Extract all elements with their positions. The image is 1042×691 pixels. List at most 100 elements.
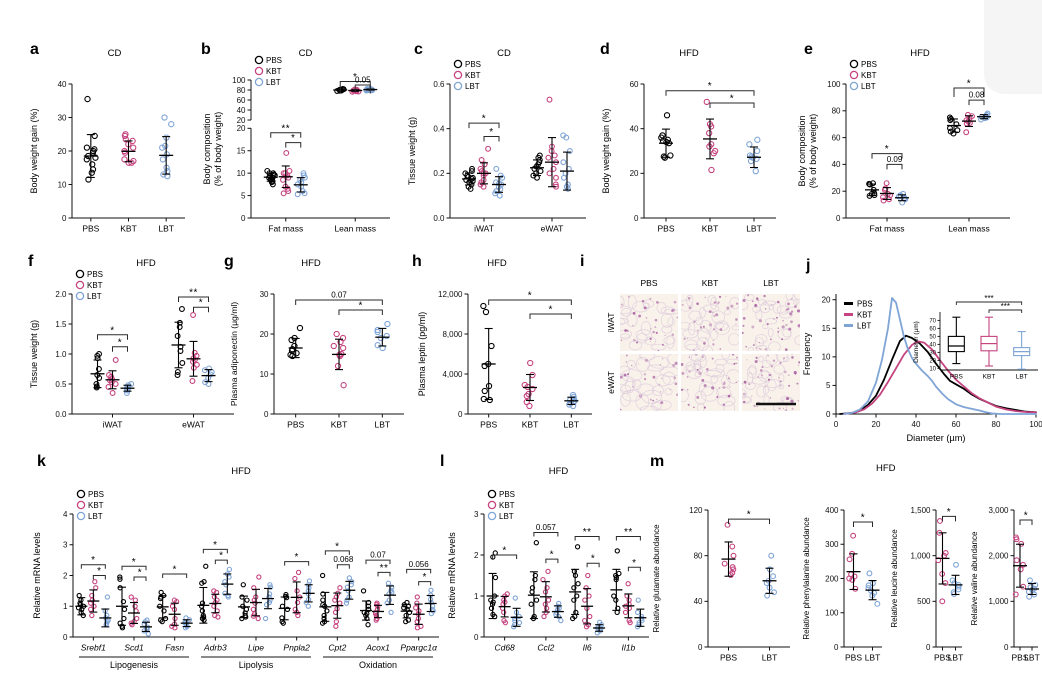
- svg-text:40: 40: [912, 420, 921, 429]
- svg-text:*: *: [138, 568, 142, 579]
- svg-text:*: *: [353, 72, 357, 83]
- svg-text:LBT: LBT: [948, 653, 964, 663]
- panel-f-chart: HFD Tissue weight (g) 0.0 0.5 1.0 1.5 2.0 iWAT e…: [29, 258, 234, 430]
- svg-text:PBS: PBS: [640, 278, 657, 288]
- svg-text:1,500: 1,500: [910, 506, 931, 515]
- svg-text:Fasn: Fasn: [165, 643, 184, 653]
- svg-text:Relative phenylalanine abundan: Relative phenylalanine abundance: [802, 517, 811, 640]
- svg-text:10: 10: [58, 180, 67, 189]
- svg-text:40: 40: [630, 124, 639, 133]
- svg-text:*: *: [502, 546, 506, 557]
- svg-text:0: 0: [826, 410, 831, 419]
- svg-text:LBT: LBT: [865, 653, 881, 663]
- panel-f: f HFD Tissue weight (g) 0.0 0.5 1.0 1.5 2.0 iWA…: [22, 248, 246, 448]
- panel-i-histology: PBS KBT LBT iWAT eWAT: [606, 278, 800, 411]
- panel-letter-j: j: [806, 257, 811, 274]
- svg-text:**: **: [583, 527, 592, 538]
- svg-text:Plasma leptin (pg/ml): Plasma leptin (pg/ml): [417, 312, 427, 397]
- svg-text:Relative glutamate abundance: Relative glutamate abundance: [652, 524, 661, 633]
- svg-text:**: **: [624, 527, 633, 538]
- svg-text:20: 20: [630, 169, 639, 178]
- svg-text:LBT: LBT: [1016, 374, 1028, 381]
- svg-text:LBT: LBT: [857, 322, 872, 331]
- svg-text:***: ***: [1001, 302, 1010, 311]
- svg-text:PBS: PBS: [287, 420, 304, 430]
- svg-text:1: 1: [474, 592, 479, 601]
- panel-m-glutamate-chart: Relative glutamate abundance 0 40 80 120 PBS L…: [652, 506, 790, 663]
- svg-text:0: 0: [926, 643, 931, 652]
- panel-letter-e: e: [804, 41, 813, 58]
- svg-text:HFD: HFD: [910, 48, 930, 59]
- svg-text:2: 2: [63, 571, 68, 580]
- svg-text:*: *: [91, 555, 95, 566]
- svg-text:PBS: PBS: [465, 60, 481, 69]
- panel-m-valine: Relative valine abundance 0 1,000 2,000 3,00…: [966, 452, 1042, 691]
- panel-m-leucine-chart: Relative leucine abundance 0 500 1,000 1,500…: [890, 506, 964, 663]
- svg-text:PBS: PBS: [845, 653, 862, 663]
- svg-text:8,000: 8,000: [442, 330, 463, 339]
- svg-text:PBS: PBS: [88, 490, 104, 499]
- svg-text:*: *: [861, 512, 865, 523]
- svg-text:Body weight gain (%): Body weight gain (%): [29, 108, 39, 193]
- svg-text:0.0: 0.0: [433, 214, 445, 223]
- svg-text:20: 20: [237, 116, 246, 125]
- svg-text:20: 20: [929, 358, 936, 364]
- svg-text:PBS: PBS: [657, 224, 674, 234]
- svg-text:*: *: [294, 552, 298, 563]
- panel-m-valine-chart: Relative valine abundance 0 1,000 2,000 3,00…: [970, 506, 1040, 663]
- svg-text:KBT: KBT: [499, 501, 515, 510]
- svg-text:0.2: 0.2: [433, 169, 445, 178]
- svg-text:80: 80: [237, 86, 246, 95]
- panel-b: b CD Body composition (% of body weight) 0 5…: [197, 16, 400, 244]
- svg-text:Cpt2: Cpt2: [328, 643, 346, 653]
- panel-c-chart: CD Tissue weight (g) 0.0 0.2 0.4 0.6 iWAT eWAT *…: [407, 48, 586, 234]
- svg-text:*: *: [172, 564, 176, 575]
- svg-text:60: 60: [929, 326, 936, 332]
- svg-text:Il1b: Il1b: [622, 643, 636, 653]
- svg-text:60: 60: [630, 80, 639, 89]
- svg-text:PBS: PBS: [1011, 653, 1028, 663]
- corner-decoration: [984, 0, 1042, 94]
- svg-text:10: 10: [929, 366, 936, 372]
- svg-text:0: 0: [474, 633, 479, 642]
- panel-e-chart: HFD Body composition (% of body weight) 0 20…: [797, 48, 1010, 234]
- svg-text:20: 20: [237, 124, 246, 133]
- svg-text:HFD: HFD: [231, 466, 251, 477]
- svg-text:*: *: [422, 572, 426, 583]
- svg-text:40: 40: [58, 80, 67, 89]
- panel-letter-l: l: [440, 453, 445, 470]
- svg-text:Tissue weight (g): Tissue weight (g): [29, 320, 39, 388]
- svg-text:Fat mass: Fat mass: [870, 224, 905, 234]
- svg-text:60: 60: [832, 133, 841, 142]
- svg-text:**: **: [380, 563, 389, 574]
- panel-letter-g: g: [224, 253, 234, 270]
- svg-text:0: 0: [458, 410, 463, 419]
- panel-e: e HFD Body composition (% of body weight) 0…: [792, 16, 1020, 244]
- svg-text:PBS: PBS: [82, 224, 99, 234]
- svg-text:5: 5: [241, 191, 246, 200]
- panel-b-chart: CD Body composition (% of body weight) 0 5 10…: [202, 48, 390, 234]
- svg-text:iWAT: iWAT: [103, 420, 123, 430]
- svg-text:0: 0: [698, 643, 703, 652]
- svg-text:Acox1: Acox1: [365, 643, 390, 653]
- svg-text:*: *: [632, 558, 636, 569]
- svg-text:*: *: [213, 540, 217, 551]
- svg-text:10: 10: [260, 370, 269, 379]
- svg-text:0.07: 0.07: [370, 551, 386, 560]
- panel-l-chart: HFD Relative mRNA levels 0 1 2 3 Cd68 Ccl2 Il6 Il…: [447, 466, 649, 653]
- panel-letter-d: d: [600, 41, 610, 58]
- svg-text:HFD: HFD: [301, 258, 321, 269]
- svg-text:Adrb3: Adrb3: [203, 643, 227, 653]
- svg-text:Relative valine abundance: Relative valine abundance: [970, 531, 979, 625]
- svg-text:eWAT: eWAT: [606, 371, 616, 394]
- svg-text:Ppargc1α: Ppargc1α: [400, 643, 438, 653]
- panel-letter-i: i: [580, 253, 585, 270]
- svg-text:KBT: KBT: [702, 278, 719, 288]
- svg-text:60: 60: [237, 96, 246, 105]
- svg-text:Lipolysis: Lipolysis: [239, 660, 274, 670]
- svg-text:120: 120: [689, 506, 703, 515]
- svg-text:60: 60: [952, 420, 961, 429]
- svg-text:KBT: KBT: [857, 311, 872, 320]
- svg-text:0: 0: [836, 214, 841, 223]
- svg-text:12,000: 12,000: [438, 290, 463, 299]
